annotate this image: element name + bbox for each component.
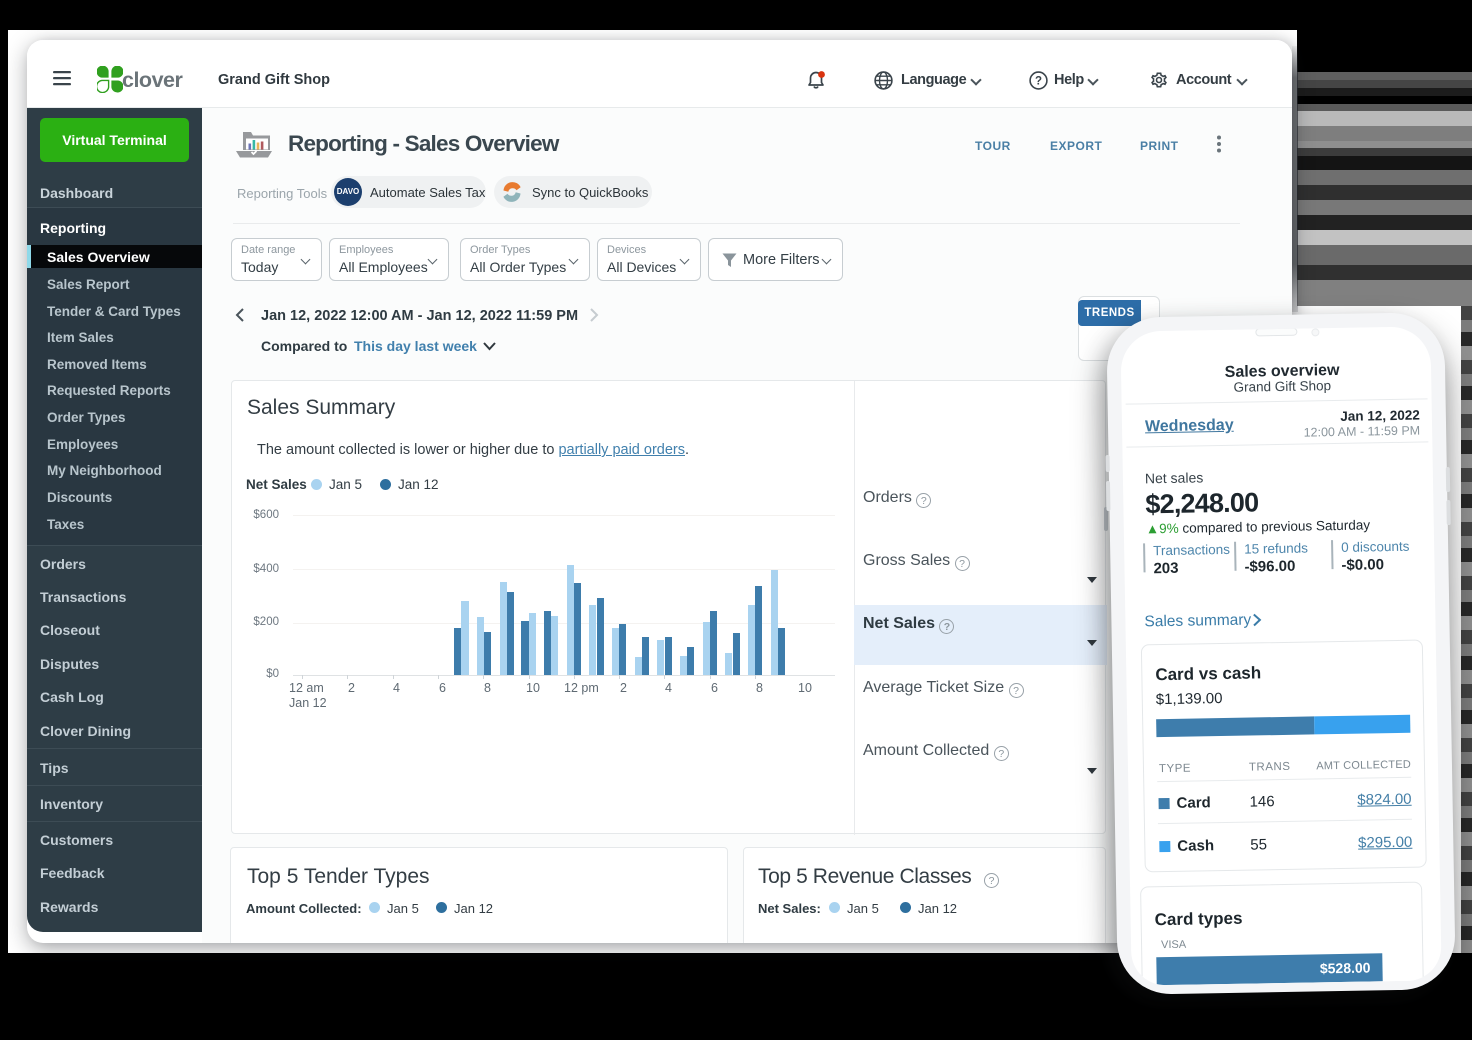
svg-text:?: ? bbox=[1035, 76, 1042, 88]
